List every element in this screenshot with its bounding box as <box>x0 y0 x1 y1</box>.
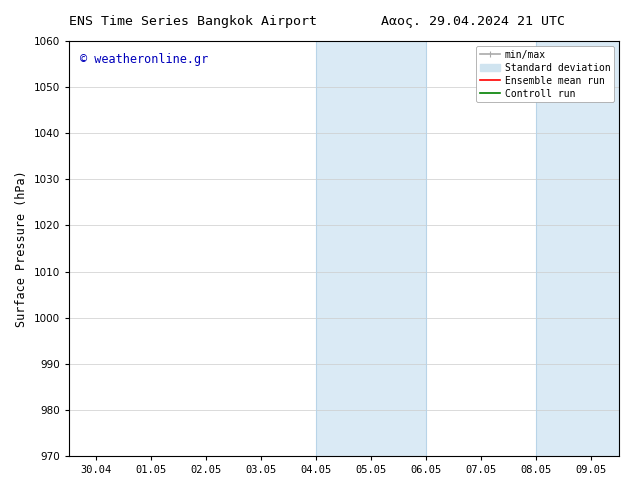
Legend: min/max, Standard deviation, Ensemble mean run, Controll run: min/max, Standard deviation, Ensemble me… <box>476 46 614 102</box>
Text: ENS Time Series Bangkok Airport        Ααος. 29.04.2024 21 UTC: ENS Time Series Bangkok Airport Ααος. 29… <box>69 15 565 28</box>
Bar <box>536 41 619 456</box>
Y-axis label: Surface Pressure (hPa): Surface Pressure (hPa) <box>15 170 28 327</box>
Text: © weatheronline.gr: © weatheronline.gr <box>80 53 208 67</box>
Bar <box>316 41 427 456</box>
